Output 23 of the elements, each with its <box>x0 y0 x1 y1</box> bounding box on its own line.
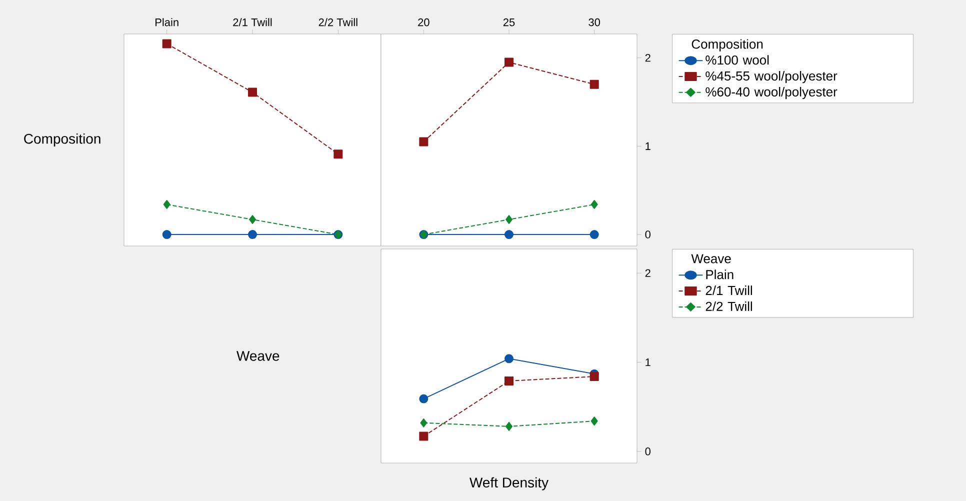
x-tick-label: 20 <box>418 18 430 26</box>
legend-title: Weave <box>691 254 731 264</box>
y-axis-title: Composition <box>24 133 100 147</box>
legend-label: 2/1 Twill <box>706 286 752 296</box>
legend-label: %60-40 wool/polyester <box>706 86 838 100</box>
x-tick-label: 25 <box>503 18 515 26</box>
x-tick-label: 2/2 Twill <box>318 18 358 26</box>
legend-title: Composition <box>692 39 763 52</box>
x-tick-label: 2/1 Twill <box>233 18 272 26</box>
y-tick-label: 0 <box>645 230 650 238</box>
y-tick-label: 2 <box>645 54 650 62</box>
y-axis-title: Weave <box>236 351 280 361</box>
x-axis-title: Weft Density <box>470 477 549 490</box>
y-tick-label: 1 <box>646 358 650 366</box>
legend-label: %100 wool <box>706 55 769 65</box>
y-tick-label: 1 <box>646 142 650 150</box>
y-tick-label: 0 <box>645 448 650 456</box>
x-tick-label: 30 <box>588 18 600 26</box>
legend-label: 2/2 Twill <box>706 301 752 312</box>
legend-label: Plain <box>706 270 734 280</box>
legend-label: %45-55 wool/polyester <box>706 71 838 84</box>
y-tick-label: 2 <box>645 269 650 277</box>
x-tick-label: Plain <box>156 18 178 26</box>
